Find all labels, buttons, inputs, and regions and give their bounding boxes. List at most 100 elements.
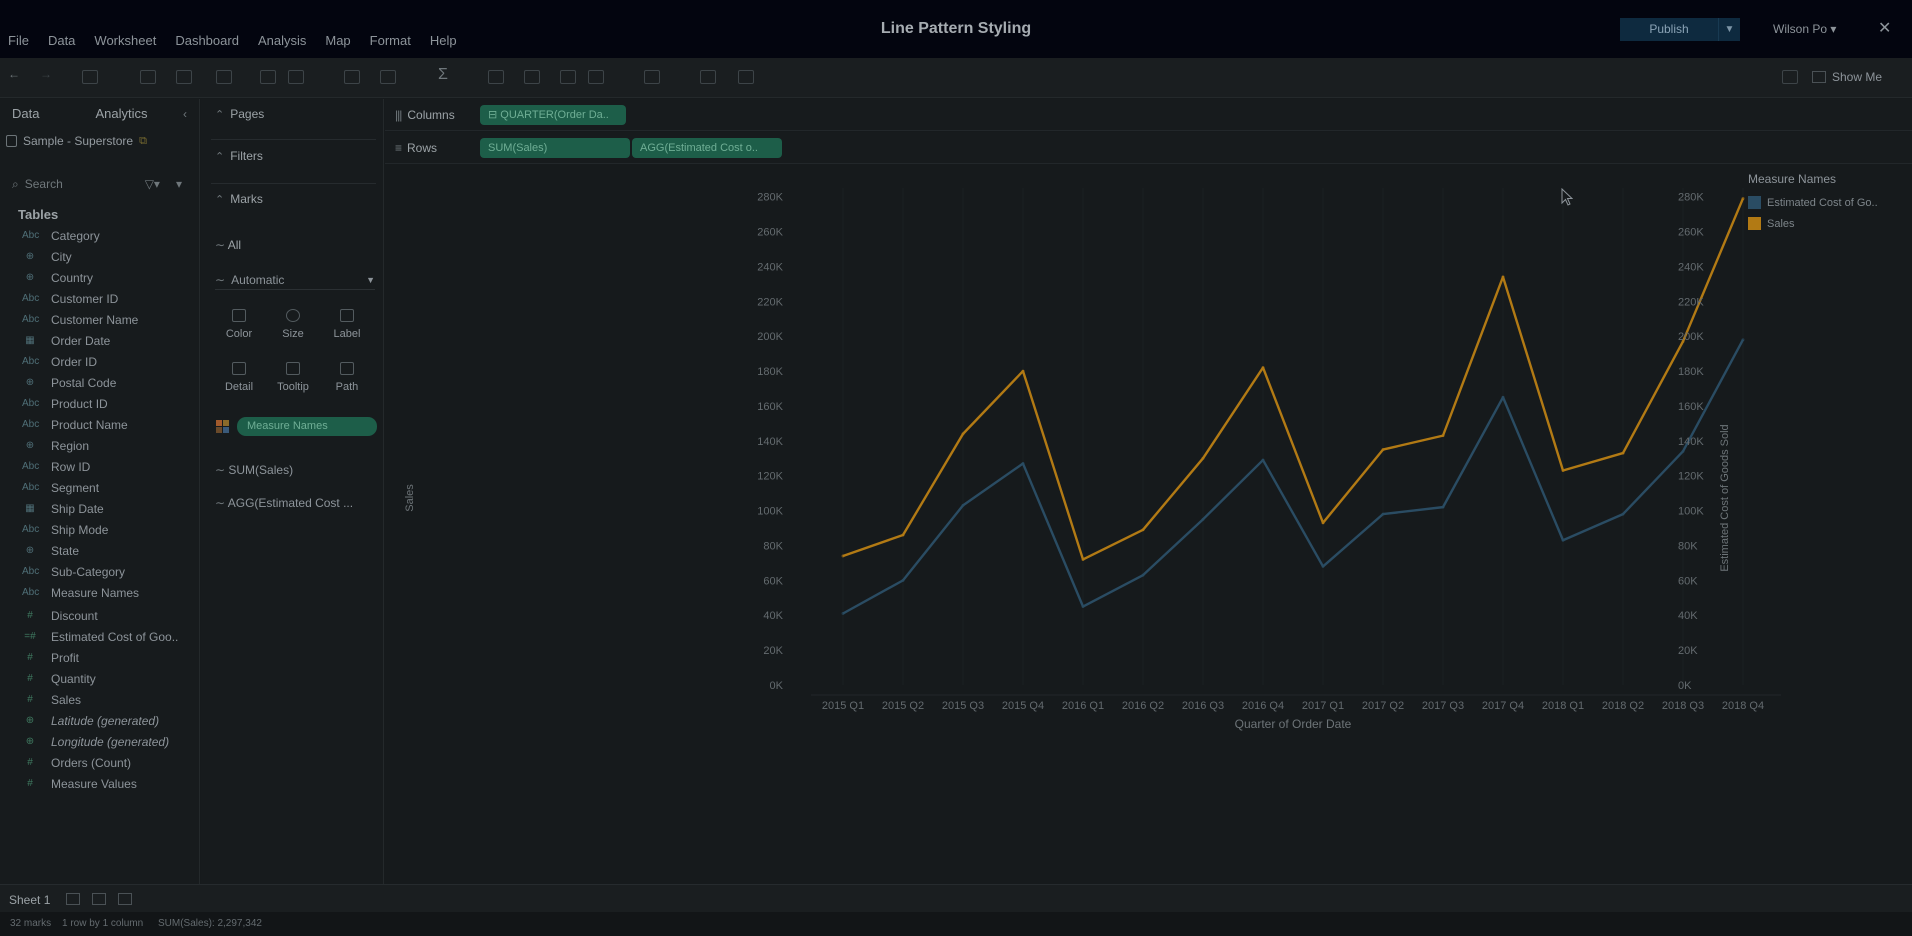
detail-card[interactable]: Detail <box>213 362 265 393</box>
new-worksheet-icon[interactable] <box>66 893 80 905</box>
field-category[interactable]: Abc Category <box>22 225 178 246</box>
data-point[interactable] <box>1681 339 1685 343</box>
line-chart[interactable]: 0K 20K 40K 60K 80K 100K 120K 140K 160K 180K 200K 22… <box>385 168 1912 884</box>
legend-item-sales[interactable]: Sales <box>1748 213 1878 234</box>
data-point[interactable] <box>1561 469 1565 473</box>
size-card[interactable]: Size <box>267 309 319 340</box>
fit-icon[interactable] <box>644 70 660 84</box>
menu-data[interactable]: Data <box>47 33 76 48</box>
series-line-sales[interactable] <box>842 197 1745 561</box>
mark-type-dropdown[interactable]: ∼ Automatic ▼ <box>215 270 375 290</box>
menu-analysis[interactable]: Analysis <box>257 33 307 48</box>
highlight-icon[interactable] <box>488 70 504 84</box>
field-ship-mode[interactable]: Abc Ship Mode <box>22 519 178 540</box>
data-point[interactable] <box>1501 275 1505 279</box>
data-point[interactable] <box>841 612 845 616</box>
data-point[interactable] <box>1561 538 1565 542</box>
sort-ascending-icon[interactable] <box>380 70 396 84</box>
search-field[interactable]: ⌕ Search ▽▾ ▾ <box>12 175 182 193</box>
clear-sheet-icon[interactable] <box>288 70 304 84</box>
field-estimated-cost-of-goo[interactable]: =# Estimated Cost of Goo.. <box>22 626 178 647</box>
data-point[interactable] <box>901 533 905 537</box>
field-row-id[interactable]: Abc Row ID <box>22 456 178 477</box>
swap-icon[interactable] <box>344 70 360 84</box>
redo-icon[interactable]: → <box>40 67 52 81</box>
share-icon[interactable] <box>1782 70 1798 84</box>
chart-area[interactable]: 0K 20K 40K 60K 80K 100K 120K 140K 160K 180K 200K 22… <box>385 168 1912 884</box>
save-icon[interactable] <box>82 70 98 84</box>
data-point[interactable] <box>1021 462 1025 466</box>
new-dashboard-icon[interactable] <box>92 893 106 905</box>
data-point[interactable] <box>1321 564 1325 568</box>
filter-icon[interactable]: ▽▾ <box>144 177 160 191</box>
data-point[interactable] <box>1141 573 1145 577</box>
tab-analytics[interactable]: Analytics <box>95 106 148 121</box>
data-point[interactable] <box>1381 448 1385 452</box>
legend-item-cogs[interactable]: Estimated Cost of Go.. <box>1748 192 1878 213</box>
tab-data[interactable]: Data <box>12 106 40 121</box>
data-point[interactable] <box>1741 338 1745 342</box>
field-postal-code[interactable]: ⊕ Postal Code <box>22 372 178 393</box>
field-customer-name[interactable]: Abc Customer Name <box>22 309 178 330</box>
data-point[interactable] <box>961 503 965 507</box>
field-ship-date[interactable]: ▦ Ship Date <box>22 498 178 519</box>
field-orders-count[interactable]: # Orders (Count) <box>22 752 178 773</box>
close-icon[interactable]: ✕ <box>1878 20 1892 37</box>
field-product-id[interactable]: Abc Product ID <box>22 393 178 414</box>
data-point[interactable] <box>1381 512 1385 516</box>
data-point[interactable] <box>1201 456 1205 460</box>
label-card[interactable]: Label <box>321 309 373 340</box>
field-longitude-generated[interactable]: ⊕ Longitude (generated) <box>22 731 178 752</box>
data-point[interactable] <box>1261 366 1265 370</box>
data-point[interactable] <box>901 578 905 582</box>
tooltip-card[interactable]: Tooltip <box>267 362 319 393</box>
data-point[interactable] <box>1681 449 1685 453</box>
menu-format[interactable]: Format <box>369 33 411 48</box>
data-point[interactable] <box>961 432 965 436</box>
data-point[interactable] <box>1081 605 1085 609</box>
menu-help[interactable]: Help <box>429 33 457 48</box>
new-story-icon[interactable] <box>118 893 132 905</box>
field-quantity[interactable]: # Quantity <box>22 668 178 689</box>
data-point[interactable] <box>1621 512 1625 516</box>
field-latitude-generated[interactable]: ⊕ Latitude (generated) <box>22 710 178 731</box>
field-profit[interactable]: # Profit <box>22 647 178 668</box>
data-point[interactable] <box>1201 517 1205 521</box>
pause-updates-icon[interactable] <box>176 70 192 84</box>
data-point[interactable] <box>1141 528 1145 532</box>
user-menu[interactable]: Wilson Po ▾ <box>1773 22 1837 36</box>
marks-all-tab[interactable]: ∼ All <box>215 238 241 252</box>
field-product-name[interactable]: Abc Product Name <box>22 414 178 435</box>
rows-shelf[interactable]: Rows SUM(Sales) AGG(Estimated Cost o.. <box>385 132 1912 164</box>
data-point[interactable] <box>1441 505 1445 509</box>
tooltip-icon[interactable] <box>700 70 716 84</box>
field-country[interactable]: ⊕ Country <box>22 267 178 288</box>
sheet-tab-1[interactable]: Sheet 1 <box>9 893 51 907</box>
rows-pill-sum-sales[interactable]: SUM(Sales) <box>480 138 630 158</box>
datasource-item[interactable]: Sample - Superstore ⧉ <box>6 134 147 148</box>
chevron-down-icon[interactable]: ▼ <box>1718 18 1740 41</box>
pages-drop-area[interactable] <box>211 139 376 140</box>
sigma-icon[interactable]: Σ <box>438 66 448 83</box>
data-point[interactable] <box>1081 557 1085 561</box>
field-customer-id[interactable]: Abc Customer ID <box>22 288 178 309</box>
data-point[interactable] <box>841 554 845 558</box>
menu-map[interactable]: Map <box>325 33 351 48</box>
field-measure-values[interactable]: # Measure Values <box>22 773 178 794</box>
menu-worksheet[interactable]: Worksheet <box>94 33 157 48</box>
show-me-button[interactable]: Show Me <box>1812 70 1882 84</box>
marks-tab-agg-cogs[interactable]: AGG(Estimated Cost ... <box>215 496 353 510</box>
data-point[interactable] <box>1021 369 1025 373</box>
group-icon[interactable] <box>524 70 540 84</box>
data-point[interactable] <box>1441 434 1445 438</box>
data-point[interactable] <box>1621 451 1625 455</box>
collapse-pane-icon[interactable]: ‹ <box>183 107 187 121</box>
field-state[interactable]: ⊕ State <box>22 540 178 561</box>
new-datasource-icon[interactable] <box>140 70 156 84</box>
chevron-down-icon[interactable]: ▾ <box>175 177 182 191</box>
fix-axes-icon[interactable] <box>588 70 604 84</box>
field-region[interactable]: ⊕ Region <box>22 435 178 456</box>
color-card[interactable]: Color <box>213 309 265 340</box>
data-point[interactable] <box>1321 521 1325 525</box>
field-city[interactable]: ⊕ City <box>22 246 178 267</box>
